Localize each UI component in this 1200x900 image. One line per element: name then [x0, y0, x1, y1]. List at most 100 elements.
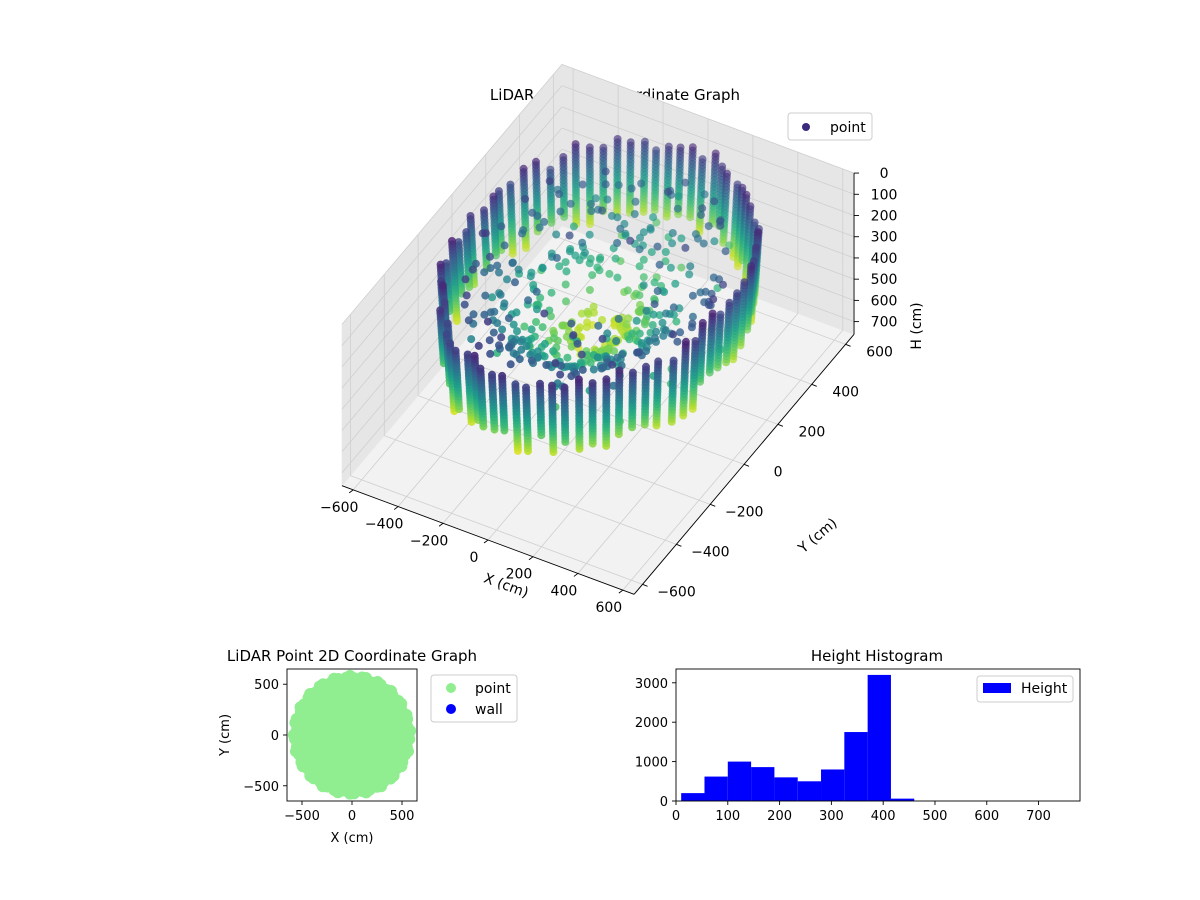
legend-label-wall: wall — [475, 702, 503, 718]
y-tick-mark — [811, 383, 817, 387]
histogram-ticks: 0 100 200 300 400 500 600 700 0 1000 2000 3000 — [635, 677, 1051, 824]
data-point — [567, 342, 576, 351]
y-tick-mark — [710, 503, 716, 507]
histogram-legend-label: Height — [1021, 681, 1068, 697]
data-point — [708, 309, 717, 318]
data-point — [476, 364, 485, 373]
data-point — [673, 337, 682, 346]
x-tick-label: −500 — [284, 809, 320, 824]
x-tick-label: 400 — [551, 583, 578, 599]
x-tick-label: 200 — [506, 567, 533, 583]
y-tick-label: 0 — [271, 729, 279, 744]
data-point — [614, 181, 623, 190]
data-point — [506, 360, 515, 369]
data-point — [565, 231, 574, 240]
legend-marker-point — [446, 683, 456, 693]
data-point — [575, 256, 584, 265]
histogram-title: Height Histogram — [811, 647, 943, 665]
histogram-bar — [681, 793, 705, 801]
y-tick-label: 400 — [832, 384, 859, 400]
grid-line — [341, 64, 563, 325]
y-tick-label: −600 — [657, 584, 695, 600]
data-point — [649, 213, 658, 222]
data-point — [514, 265, 523, 274]
data-point — [632, 316, 641, 325]
data-point — [612, 337, 621, 345]
data-point — [716, 221, 725, 230]
data-point — [486, 264, 495, 273]
z-tick-label: 600 — [871, 293, 898, 309]
data-point — [522, 383, 530, 392]
data-point — [533, 305, 541, 314]
data-point — [635, 262, 644, 271]
data-point — [481, 291, 490, 300]
data-point — [700, 190, 709, 199]
data-point — [577, 350, 586, 359]
data-point — [474, 341, 483, 350]
data-point — [681, 243, 690, 252]
data-point — [495, 341, 503, 350]
data-point — [673, 204, 682, 213]
data-point — [653, 242, 662, 251]
point-disc — [294, 677, 410, 793]
data-point — [585, 259, 594, 268]
data-point — [647, 248, 656, 257]
data-point — [540, 309, 549, 318]
data-point — [443, 319, 452, 328]
histogram-bar — [821, 769, 845, 801]
data-point — [627, 184, 636, 193]
z-tick-label: 700 — [871, 315, 898, 331]
data-point — [462, 291, 471, 300]
data-point — [686, 262, 695, 271]
data-point — [669, 330, 677, 339]
chart-2d-ylabel: Y (cm) — [218, 714, 233, 757]
data-point — [687, 323, 696, 332]
data-point — [668, 239, 677, 248]
histogram-bar — [704, 776, 728, 801]
x-tick-mark — [348, 489, 354, 494]
data-point — [659, 331, 668, 340]
data-point — [522, 244, 530, 252]
data-point — [655, 260, 664, 269]
grid-line — [561, 85, 855, 195]
data-point — [603, 195, 612, 204]
data-point — [725, 241, 734, 250]
data-point — [463, 350, 472, 359]
data-point — [594, 321, 603, 330]
data-point — [540, 339, 549, 348]
y-tick-mark — [642, 583, 648, 587]
data-point — [691, 337, 700, 345]
data-point — [547, 218, 556, 227]
data-point — [587, 207, 596, 216]
data-point — [716, 310, 725, 319]
x-tick-label: 700 — [1026, 809, 1051, 824]
chart-3d-ylabel: Y (cm) — [795, 515, 841, 557]
chart-2d-title: LiDAR Point 2D Coordinate Graph — [227, 647, 477, 665]
data-point — [615, 366, 624, 375]
x-tick-label: 300 — [819, 809, 844, 824]
data-point — [631, 197, 640, 206]
histogram-bar — [751, 767, 775, 801]
data-point — [641, 320, 649, 329]
data-point — [602, 375, 611, 384]
data-point — [485, 336, 494, 345]
chart-2d-xlabel: X (cm) — [331, 831, 374, 846]
data-point — [586, 220, 594, 229]
data-point — [511, 278, 519, 287]
data-point — [566, 199, 575, 208]
data-point — [505, 342, 514, 351]
data-point — [562, 267, 571, 276]
chart-histogram: Height Histogram 0 100 200 300 400 500 600 7000… — [635, 647, 1081, 824]
data-point — [547, 288, 556, 297]
data-point — [699, 239, 708, 248]
data-point — [733, 289, 742, 298]
data-point — [662, 212, 671, 221]
point-cloud-2d — [287, 669, 417, 800]
data-point — [654, 357, 663, 366]
data-point — [535, 223, 544, 232]
data-point — [630, 210, 639, 218]
data-point — [669, 303, 678, 312]
data-point — [509, 320, 518, 329]
data-point — [681, 337, 690, 346]
data-point — [442, 330, 451, 339]
